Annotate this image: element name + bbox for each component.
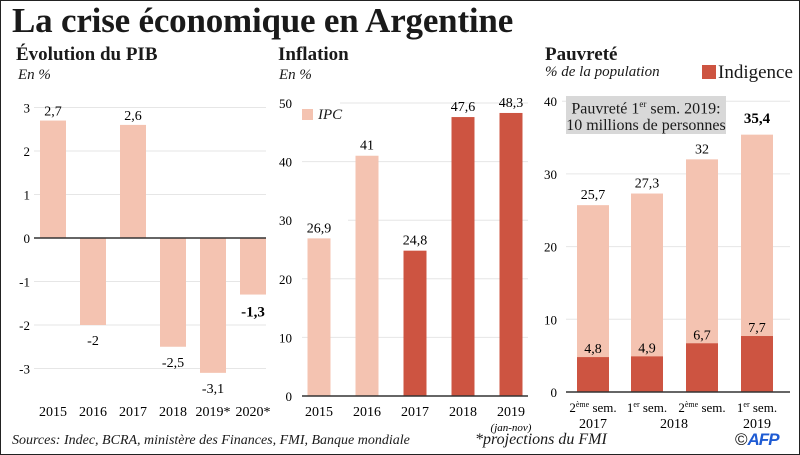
pib-value-label: -3,1 (202, 382, 224, 397)
inflation-legend: IPC (302, 107, 342, 124)
inflation-ytick-label: 40 (279, 155, 292, 170)
pib-ytick-label: 2 (24, 144, 31, 159)
pauvrete-ytick-label: 40 (544, 94, 557, 109)
pauvrete-legend: Indigence (702, 62, 793, 84)
indigence-bar (686, 343, 718, 392)
pib-value-label: 2,6 (124, 109, 142, 124)
pauvrete-xtick-label: 2ème sem. (678, 400, 725, 415)
pib-value-label: -1,3 (241, 305, 265, 321)
pib-bar (160, 238, 186, 347)
pib-bar (40, 120, 66, 238)
pauvrete-xtick-label: 2ème sem. (569, 400, 616, 415)
page-title: La crise économique en Argentine (12, 1, 514, 40)
inflation-xtick-label: 2015 (305, 405, 333, 420)
pauvrete-ytick-label: 30 (544, 167, 557, 182)
indigence-value-label: 4,9 (638, 341, 656, 356)
indigence-bar (577, 357, 609, 392)
pauvrete-year-label: 2017 (579, 417, 607, 432)
inflation-subtitle: Inflation (278, 44, 349, 65)
pib-ytick-label: -2 (19, 318, 30, 333)
pib-xtick-label: 2019* (196, 405, 231, 420)
inflation-xtick-label: 2019 (497, 405, 525, 420)
legend-label-indigence: Indigence (718, 62, 793, 83)
indigence-value-label: 6,7 (693, 328, 711, 343)
inflation-ytick-label: 20 (279, 272, 292, 287)
pauvrete-value-label: 32 (695, 142, 709, 157)
pib-xtick-label: 2017 (119, 405, 147, 420)
afp-credit: ©AFP (735, 430, 780, 450)
inflation-bar (451, 117, 475, 397)
pib-ytick-label: 1 (24, 188, 31, 203)
pib-ytick-label: 3 (24, 101, 31, 116)
pauvrete-value-label: 27,3 (635, 177, 660, 192)
annotation-line-2: 10 millions de personnes (566, 117, 726, 135)
inflation-2019-note: (jan-nov) (491, 422, 532, 434)
pib-bar (120, 124, 146, 238)
inflation-bar (499, 112, 523, 396)
pib-value-label: -2,5 (162, 356, 184, 371)
inflation-xtick-label: 2017 (401, 405, 429, 420)
indigence-value-label: 7,7 (748, 321, 766, 336)
pauvrete-xtick-label: 1er sem. (737, 400, 777, 415)
pauvrete-ytick-label: 0 (551, 385, 558, 400)
pib-bar (80, 238, 106, 325)
pauvrete-xtick-label: 1er sem. (627, 400, 667, 415)
inflation-unit: En % (279, 67, 312, 83)
pib-bar (200, 238, 226, 373)
pib-xtick-label: 2015 (39, 405, 67, 420)
indigence-value-label: 4,8 (584, 342, 602, 357)
pib-ytick-label: 0 (24, 231, 31, 246)
inflation-value-label: 24,8 (403, 234, 428, 249)
pauvrete-value-label: 25,7 (581, 188, 606, 203)
pib-xtick-label: 2020* (236, 405, 271, 420)
pauvrete-ytick-label: 10 (544, 312, 557, 327)
inflation-ytick-label: 10 (279, 330, 292, 345)
pib-ytick-label: -1 (19, 275, 30, 290)
inflation-xtick-label: 2018 (449, 405, 477, 420)
sources-note: Sources: Indec, BCRA, ministère des Fina… (12, 433, 410, 448)
afp-logo: AFP (747, 430, 780, 449)
projections-note: *projections du FMI (475, 431, 607, 448)
indigence-bar (741, 336, 773, 392)
legend-label-ipc: IPC (318, 107, 343, 123)
copyright-symbol: © (735, 430, 748, 449)
pib-value-label: -2 (87, 334, 99, 349)
pib-bar (240, 238, 266, 295)
pib-subtitle: Évolution du PIB (16, 44, 158, 65)
inflation-bar (403, 250, 427, 396)
pib-xtick-label: 2016 (79, 405, 107, 420)
pib-value-label: 2,7 (44, 105, 62, 120)
inflation-value-label: 41 (360, 139, 374, 154)
inflation-ytick-label: 50 (279, 96, 292, 111)
inflation-value-label: 48,3 (499, 96, 524, 111)
poverty-annotation-box: Pauvreté 1er sem. 2019: 10 millions de p… (566, 96, 726, 134)
inflation-bar (355, 155, 379, 396)
inflation-ytick-label: 0 (286, 389, 293, 404)
pib-xtick-label: 2018 (159, 405, 187, 420)
inflation-bar (307, 238, 331, 396)
inflation-value-label: 26,9 (307, 221, 332, 236)
pauvrete-year-label: 2019 (743, 417, 771, 432)
inflation-value-label: 47,6 (451, 100, 476, 115)
inflation-ytick-label: 30 (279, 213, 292, 228)
pauvrete-subtitle: Pauvreté (545, 44, 618, 65)
pauvrete-ytick-label: 20 (544, 240, 557, 255)
legend-swatch-indigence (702, 65, 716, 79)
pib-unit: En % (18, 67, 51, 83)
pauvrete-value-label: 35,4 (744, 111, 771, 127)
pib-ytick-label: -3 (19, 362, 30, 377)
legend-swatch-ipc (302, 109, 313, 120)
indigence-bar (631, 356, 663, 392)
annotation-line-1: Pauvreté 1er sem. 2019: (571, 99, 721, 118)
pauvrete-unit: % de la population (545, 64, 660, 80)
inflation-xtick-label: 2016 (353, 405, 381, 420)
pauvrete-year-label: 2018 (660, 417, 688, 432)
